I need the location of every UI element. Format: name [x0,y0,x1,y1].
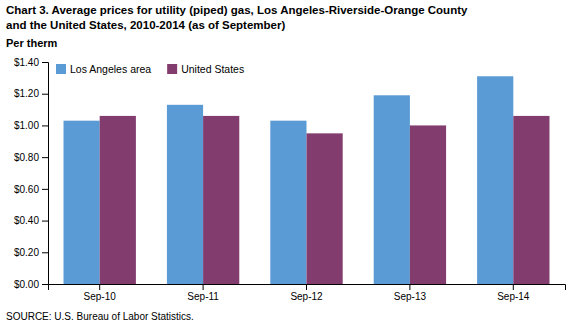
y-tick-mark [42,94,48,95]
y-tick-label: $0.00 [14,279,39,290]
legend-label: United States [181,63,244,75]
y-tick: $0.00 [14,279,48,290]
legend-item: United States [167,63,244,75]
x-tick: Sep-13 [394,284,427,302]
bar [374,95,410,284]
plot: $0.00 $0.20 $0.40 $0.60 $0.80 $1.00 $1.20 $1.40… [14,57,566,302]
x-tick-mark [203,284,204,290]
x-tick-mark [513,284,514,290]
y-tick: $0.60 [14,184,48,195]
legend-item: Los Angeles area [56,63,151,75]
x-tick-mark [409,284,410,290]
y-axis-line [42,63,49,285]
bar [270,121,306,284]
legend-swatch [56,64,66,74]
y-tick-label: $0.40 [14,215,39,226]
x-tick-label: Sep-13 [394,291,427,302]
y-tick-mark [42,284,48,285]
legend: Los Angeles area United States [56,63,244,75]
bar [307,133,343,284]
y-tick-label: $0.60 [14,184,39,195]
title: Chart 3. Average prices for utility (pip… [6,4,468,16]
y-tick: $1.40 [14,57,48,68]
y-tick-mark [42,221,48,222]
legend-swatch [167,64,177,74]
x-tick-label: Sep-12 [290,291,323,302]
source: SOURCE: U.S. Bureau of Labor Statistics. [6,311,194,322]
bar [410,125,446,284]
y-tick-mark [42,252,48,253]
x-tick: Sep-14 [497,284,530,302]
y-tick-mark [42,62,48,63]
x-tick: Sep-10 [84,284,117,302]
y-tick-label: $1.00 [14,120,39,131]
y-tick-mark [42,157,48,158]
x-tick-mark [99,284,100,290]
y-axis-label: Per therm [6,37,58,49]
x-tick: Sep-11 [187,284,219,302]
bar [100,116,136,284]
chart: Chart 3. Average prices for utility (pip… [0,0,579,326]
bars [64,76,550,284]
series [100,116,550,284]
subtitle: and the United States, 2010-2014 (as of … [6,19,285,31]
y-tick-mark [42,189,48,190]
x-axis-line [49,285,566,291]
series [64,76,514,284]
y-tick-mark [42,125,48,126]
y-tick-label: $1.20 [14,88,39,99]
y-tick-label: $1.40 [14,57,39,68]
x-tick: Sep-12 [290,284,323,302]
y-tick: $0.20 [14,247,48,258]
x-tick-label: Sep-11 [187,291,219,302]
y-tick: $1.00 [14,120,48,131]
y-tick: $0.80 [14,152,48,163]
legend-label: Los Angeles area [70,63,151,75]
y-tick-label: $0.20 [14,247,39,258]
x-tick-mark [306,284,307,290]
y-axis: $0.00 $0.20 $0.40 $0.60 $0.80 $1.00 $1.20 $1.40 [14,57,49,290]
bar [167,105,203,284]
x-axis: Sep-10 Sep-11 Sep-12 Sep-13 Sep-14 [49,284,566,302]
bar [477,76,513,284]
bar [513,116,549,284]
bar [64,121,100,284]
y-tick-label: $0.80 [14,152,39,163]
x-tick-label: Sep-14 [497,291,530,302]
x-tick-label: Sep-10 [84,291,117,302]
y-tick: $0.40 [14,215,48,226]
bar [203,116,239,284]
y-tick: $1.20 [14,88,48,99]
